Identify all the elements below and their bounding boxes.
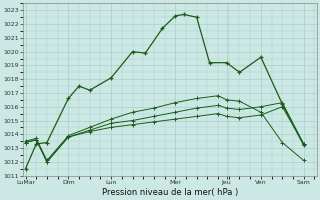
X-axis label: Pression niveau de la mer( hPa ): Pression niveau de la mer( hPa ) [102, 188, 238, 197]
